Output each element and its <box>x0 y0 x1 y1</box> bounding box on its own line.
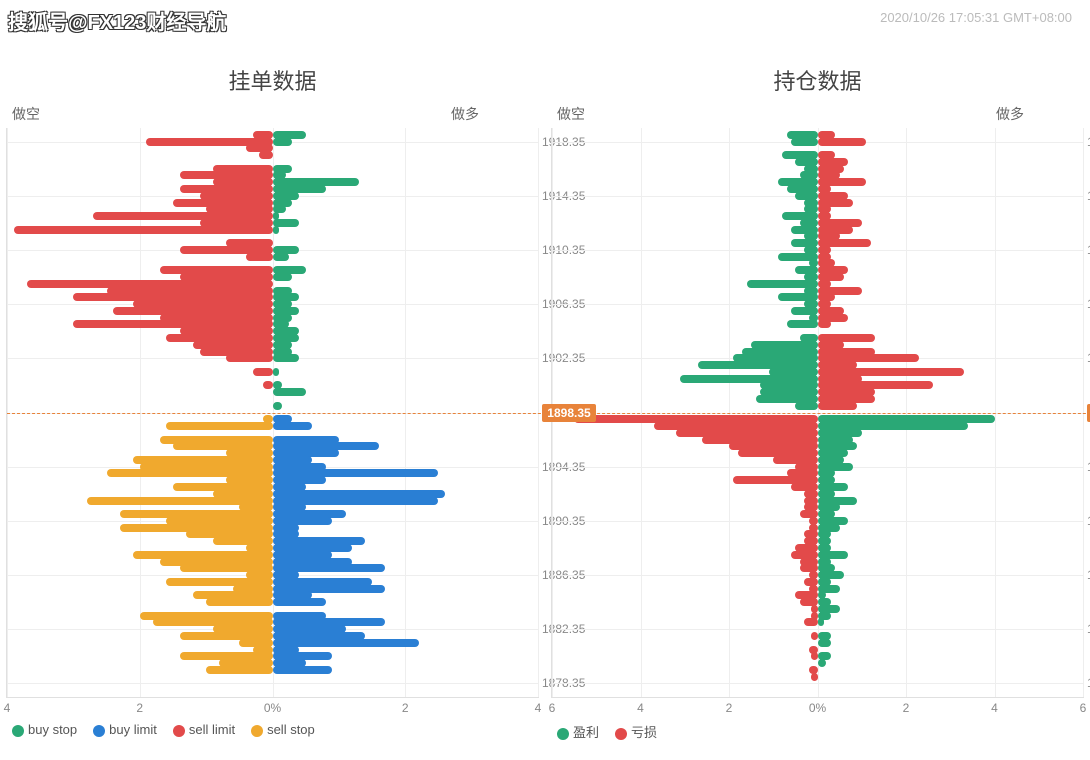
bar-right <box>818 639 831 647</box>
watermark-text: 搜狐号@FX123财经导航 <box>8 6 226 35</box>
legend-right: 盈利亏损 <box>551 722 1084 741</box>
legend-item: sell limit <box>173 722 235 737</box>
position-chart: 持仓数据 做空 做多 6420%2461918.351914.351910.35… <box>545 28 1090 760</box>
chart-title-left: 挂单数据 <box>6 64 539 96</box>
chart-title-right: 持仓数据 <box>551 64 1084 96</box>
bar-right <box>273 354 300 362</box>
bar-left <box>787 320 818 328</box>
bar-left <box>246 253 273 261</box>
bar-left <box>791 138 818 146</box>
legend-dot <box>251 725 263 737</box>
legend-item: 亏损 <box>615 722 657 741</box>
right-axis-long: 做多 <box>996 104 1024 124</box>
left-axis-short: 做空 <box>12 104 40 124</box>
x-tick: 2 <box>136 701 143 715</box>
bar-right <box>818 138 867 146</box>
x-tick: 0% <box>264 701 281 715</box>
bar-left <box>206 598 272 606</box>
left-axis-long: 做多 <box>451 104 479 124</box>
legend-item: sell stop <box>251 722 315 737</box>
legend-item: buy stop <box>12 722 77 737</box>
bar-right <box>273 388 306 396</box>
bar-right <box>818 659 827 667</box>
bar-right <box>818 618 825 626</box>
bar-left <box>804 618 817 626</box>
bar-right <box>273 273 293 281</box>
x-tick: 4 <box>991 701 998 715</box>
right-axis-short: 做空 <box>557 104 585 124</box>
legend-dot <box>173 725 185 737</box>
bar-right <box>273 226 280 234</box>
bar-right <box>273 402 283 410</box>
legend-dot <box>12 725 24 737</box>
timestamp-text: 2020/10/26 17:05:31 GMT+08:00 <box>880 10 1072 25</box>
pending-orders-chart: 挂单数据 做空 做多 420%241918.351914.351910.3519… <box>0 28 545 760</box>
legend-item: 盈利 <box>557 722 599 741</box>
current-price-line <box>552 413 1090 414</box>
x-tick: 4 <box>4 701 11 715</box>
x-tick: 6 <box>549 701 556 715</box>
current-price-badge: 1898.35 <box>542 404 596 422</box>
plot-area-right: 6420%2461918.351914.351910.351906.351902… <box>551 128 1084 698</box>
bar-left <box>811 632 818 640</box>
bar-left <box>226 354 272 362</box>
bar-left <box>14 226 273 234</box>
bar-left <box>795 402 817 410</box>
bar-right <box>273 138 293 146</box>
x-tick: 4 <box>535 701 542 715</box>
bar-right <box>273 368 280 376</box>
x-tick: 2 <box>903 701 910 715</box>
legend-dot <box>557 728 569 740</box>
legend-item: buy limit <box>93 722 157 737</box>
bar-left <box>811 673 818 681</box>
bar-right <box>273 598 326 606</box>
bar-right <box>273 422 313 430</box>
x-tick: 4 <box>637 701 644 715</box>
x-tick: 2 <box>726 701 733 715</box>
x-tick: 6 <box>1080 701 1087 715</box>
legend-dot <box>93 725 105 737</box>
bar-left <box>253 368 273 376</box>
bar-left <box>259 151 272 159</box>
legend-dot <box>615 728 627 740</box>
bar-right <box>273 253 290 261</box>
x-tick: 0% <box>809 701 826 715</box>
charts-container: 挂单数据 做空 做多 420%241918.351914.351910.3519… <box>0 0 1090 760</box>
bar-right <box>273 666 333 674</box>
bar-left <box>206 666 272 674</box>
current-price-line <box>7 413 596 414</box>
x-tick: 2 <box>402 701 409 715</box>
bar-right <box>818 320 831 328</box>
bar-left <box>263 381 273 389</box>
bar-left <box>166 422 272 430</box>
bar-right <box>818 402 858 410</box>
legend-left: buy stop buy limit sell limit sell stop <box>6 722 539 737</box>
plot-area-left: 420%241918.351914.351910.351906.351902.3… <box>6 128 539 698</box>
bar-left <box>811 652 818 660</box>
